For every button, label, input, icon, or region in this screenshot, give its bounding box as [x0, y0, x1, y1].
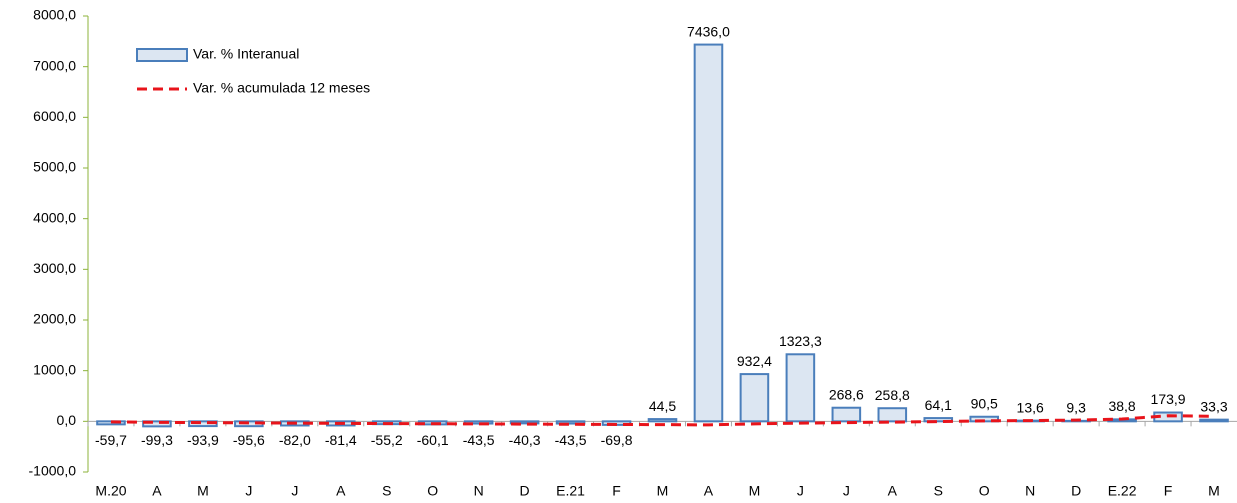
value-label: -93,9 — [187, 432, 219, 448]
bar — [555, 420, 586, 425]
y-tick-label: 2000,0 — [33, 311, 76, 327]
value-label: 44,5 — [649, 398, 676, 414]
bar — [785, 353, 816, 423]
x-tick-label: F — [612, 483, 621, 499]
value-label: -95,6 — [233, 432, 265, 448]
value-label: 1323,3 — [779, 333, 822, 349]
value-label: 932,4 — [737, 353, 772, 369]
y-tick-label: 6000,0 — [33, 108, 76, 124]
y-tick-label: 3000,0 — [33, 260, 76, 276]
y-tick-label: 1000,0 — [33, 361, 76, 377]
value-label: -60,1 — [417, 432, 449, 448]
value-label: 258,8 — [875, 387, 910, 403]
bar — [647, 418, 678, 423]
x-tick-label: D — [520, 483, 530, 499]
x-tick-label: J — [843, 483, 850, 499]
legend-swatch — [136, 48, 188, 62]
bar — [877, 407, 908, 423]
x-tick-label: J — [245, 483, 252, 499]
line — [110, 414, 1215, 427]
x-tick-label: M — [657, 483, 669, 499]
value-label: 64,1 — [925, 397, 952, 413]
x-tick-label: O — [427, 483, 438, 499]
x-tick-label: J — [291, 483, 298, 499]
x-tick-label: A — [888, 483, 898, 499]
legend-label: Var. % acumulada 12 meses — [193, 80, 370, 96]
x-tick-label: O — [979, 483, 990, 499]
y-tick-label: -1000,0 — [29, 463, 77, 479]
x-tick-label: M — [1208, 483, 1220, 499]
y-tick-label: 8000,0 — [33, 7, 76, 23]
value-label: 13,6 — [1017, 399, 1044, 415]
value-label: -43,5 — [463, 432, 495, 448]
value-label: -40,3 — [509, 432, 541, 448]
x-tick-label: M — [749, 483, 761, 499]
x-tick-label: E.21 — [556, 483, 585, 499]
value-label: 9,3 — [1066, 400, 1086, 416]
value-label: -82,0 — [279, 432, 311, 448]
x-tick-label: N — [474, 483, 484, 499]
y-tick-label: 4000,0 — [33, 209, 76, 225]
y-tick-label: 0,0 — [57, 412, 77, 428]
y-tick-label: 5000,0 — [33, 159, 76, 175]
bar — [831, 406, 862, 423]
bar — [923, 417, 954, 423]
x-tick-label: N — [1025, 483, 1035, 499]
x-tick-label: M — [197, 483, 209, 499]
value-label: 7436,0 — [687, 23, 730, 39]
value-label: 173,9 — [1151, 391, 1186, 407]
value-label: -99,3 — [141, 432, 173, 448]
bar — [142, 420, 172, 428]
value-label: -81,4 — [325, 432, 357, 448]
x-tick-label: J — [797, 483, 804, 499]
x-tick-label: A — [336, 483, 346, 499]
x-tick-label: A — [704, 483, 714, 499]
x-tick-label: F — [1164, 483, 1173, 499]
bar — [509, 420, 540, 425]
x-tick-label: E.22 — [1108, 483, 1137, 499]
x-tick-label: S — [382, 483, 391, 499]
legend-label: Var. % Interanual — [193, 46, 299, 62]
x-tick-label: M.20 — [95, 483, 126, 499]
value-label: 268,6 — [829, 386, 864, 402]
value-label: -43,5 — [555, 432, 587, 448]
y-tick-label: 7000,0 — [33, 57, 76, 73]
value-label: -59,7 — [95, 432, 127, 448]
x-tick-label: D — [1071, 483, 1081, 499]
value-label: 33,3 — [1200, 398, 1227, 414]
value-label: -69,8 — [601, 432, 633, 448]
value-label: -55,2 — [371, 432, 403, 448]
x-tick-label: A — [152, 483, 162, 499]
value-label: 38,8 — [1108, 398, 1135, 414]
bar — [693, 43, 724, 423]
x-tick-label: S — [934, 483, 943, 499]
bar — [1199, 418, 1229, 423]
value-label: 90,5 — [971, 395, 998, 411]
bar — [739, 373, 770, 423]
